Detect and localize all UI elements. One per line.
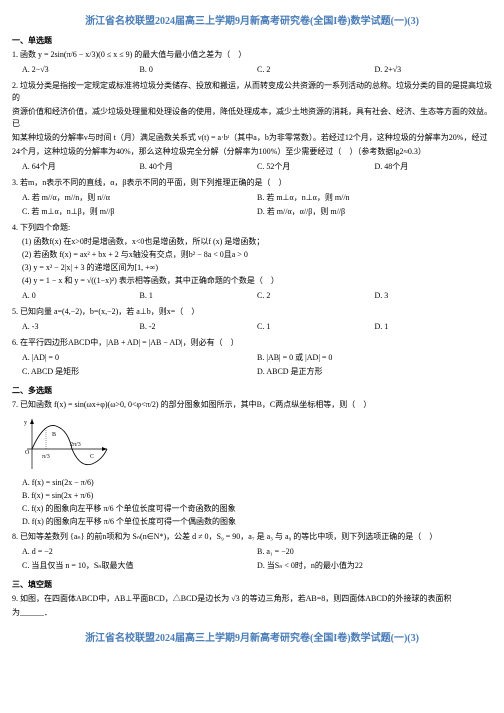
question-2: 2. 垃圾分类是指按一定规定或标准将垃圾分类储存、投放和搬运，从而转变成公共资源… <box>12 80 492 174</box>
q2-stem-l3: 知某种垃圾的分解率ν与时间 t（月）满足函数关系式 ν(t) = a·bᵗ（其中… <box>12 132 492 144</box>
q2-opt-a: A. 64个月 <box>22 160 140 174</box>
q5-opt-b: B. -2 <box>140 320 258 334</box>
q7-opt-c: C. f(x) 的图象向左平移 π/6 个单位长度可得一个奇函数的图象 <box>22 503 492 515</box>
chart-tick-2: 2π/3 <box>70 442 81 448</box>
q6-opt-c: C. ABCD 是矩形 <box>22 365 257 379</box>
q4-i1: (1) 函数f(x) 在x>0时是增函数，x<0也是增函数，所以f (x) 是增… <box>22 236 492 248</box>
q4-opt-b: B. 1 <box>140 289 258 303</box>
q3-stem: 3. 若m，n表示不同的直线，α，β表示不同的平面，则下列推理正确的是（ ） <box>12 177 492 189</box>
q7-chart: O y B C π/3 2π/3 <box>22 414 112 474</box>
chart-point-b: B <box>52 432 56 438</box>
question-7: 7. 已知函数 f(x) = sin(ωx+φ)(ω>0, 0<φ<π/2) 的… <box>12 399 492 528</box>
q2-stem-l1: 2. 垃圾分类是指按一定规定或标准将垃圾分类储存、投放和搬运，从而转变成公共资源… <box>12 80 492 104</box>
chart-y-label: y <box>24 420 27 426</box>
section-fill-blank: 三、填空题 <box>12 579 492 590</box>
q1-opt-a: A. 2−√3 <box>22 63 140 77</box>
q8-opt-a: A. d = −2 <box>22 545 257 559</box>
q8-stem: 8. 已知等差数列 {aₙ} 的前n项和为 Sₙ(n∈N*)，公差 d ≠ 0，… <box>12 531 492 543</box>
q1-opt-b: B. 0 <box>140 63 258 77</box>
q2-opt-d: D. 48个月 <box>375 160 493 174</box>
document-title: 浙江省名校联盟2024届高三上学期9月新高考研究卷(全国I卷)数学试题(一)(3… <box>12 12 492 27</box>
q6-stem: 6. 在平行四边形ABCD中，|AB + AD| = |AB − AD|，则必有… <box>12 337 492 349</box>
q3-opt-b: B. 若 m⊥α，n⊥α，则 m//n <box>257 191 492 205</box>
q4-i4: (4) y = 1 − x 和 y = √((1−x)²) 表示相等函数，其中正… <box>22 275 492 287</box>
q9-stem-l1: 9. 如图，在四面体ABCD中，AB⊥平面BCD，△BCD是边长为 √3 的等边… <box>12 593 492 605</box>
q8-opt-b: B. a₁ = −20 <box>257 545 492 559</box>
q4-opt-d: D. 3 <box>375 289 493 303</box>
q7-opt-d: D. f(x) 的图象向左平移 π/6 个单位长度可得一个偶函数的图象 <box>22 516 492 528</box>
q6-opt-a: A. |AD| = 0 <box>22 351 257 365</box>
q7-stem: 7. 已知函数 f(x) = sin(ωx+φ)(ω>0, 0<φ<π/2) 的… <box>12 399 492 411</box>
q9-stem-l2: 为______． <box>12 607 492 619</box>
q5-stem: 5. 已知向量 a=(4,−2)，b=(x,−2)，若 a⊥b，则x=（ ） <box>12 306 492 318</box>
q5-opt-a: A. -3 <box>22 320 140 334</box>
section-multi-choice: 二、多选题 <box>12 385 492 396</box>
q2-opt-c: C. 52个月 <box>257 160 375 174</box>
q3-opt-c: C. 若 m⊥α，n⊥β，则 m//β <box>22 205 257 219</box>
q7-opt-a: A. f(x) = sin(2x − π/6) <box>22 477 492 489</box>
q4-opt-a: A. 0 <box>22 289 140 303</box>
q1-opt-c: C. 2 <box>257 63 375 77</box>
section-single-choice: 一、单选题 <box>12 35 492 46</box>
q4-opt-c: C. 2 <box>257 289 375 303</box>
question-5: 5. 已知向量 a=(4,−2)，b=(x,−2)，若 a⊥b，则x=（ ） A… <box>12 306 492 334</box>
q2-stem-l4: 24个月，这种垃圾的分解率为40%，那么这种垃圾完全分解（分解率为100%）至少… <box>12 146 492 158</box>
q6-opt-b: B. |AB| = 0 或 |AD| = 0 <box>257 351 492 365</box>
q5-opt-d: D. 1 <box>375 320 493 334</box>
q2-opt-b: B. 40个月 <box>140 160 258 174</box>
q1-stem: 1. 函数 y = 2sin(π/6 − x/3)(0 ≤ x ≤ 9) 的最大… <box>12 49 492 61</box>
footer-title: 浙江省名校联盟2024届高三上学期9月新高考研究卷(全国I卷)数学试题(一)(3… <box>12 629 492 644</box>
chart-point-c: C <box>90 454 94 460</box>
q6-opt-d: D. ABCD 是正方形 <box>257 365 492 379</box>
chart-tick-1: π/3 <box>42 454 50 460</box>
q8-opt-d: D. 当Sₙ < 0时，n的最小值为22 <box>257 559 492 573</box>
q3-opt-a: A. 若 m//α，m//n，则 n//α <box>22 191 257 205</box>
question-1: 1. 函数 y = 2sin(π/6 − x/3)(0 ≤ x ≤ 9) 的最大… <box>12 49 492 77</box>
question-4: 4. 下列四个命题: (1) 函数f(x) 在x>0时是增函数，x<0也是增函数… <box>12 222 492 303</box>
q4-i2: (2) 若函数 f(x) = ax² + bx + 2 与x轴没有交点，则b² … <box>22 249 492 261</box>
question-3: 3. 若m，n表示不同的直线，α，β表示不同的平面，则下列推理正确的是（ ） A… <box>12 177 492 219</box>
chart-origin-label: O <box>25 450 30 456</box>
q4-stem: 4. 下列四个命题: <box>12 222 492 234</box>
question-6: 6. 在平行四边形ABCD中，|AB + AD| = |AB − AD|，则必有… <box>12 337 492 379</box>
q8-opt-c: C. 当且仅当 n = 10，Sₙ取最大值 <box>22 559 257 573</box>
q2-stem-l2: 资源价值和经济价值，减少垃圾处理量和处理设备的使用，降低处理成本，减少土地资源的… <box>12 106 492 130</box>
q1-opt-d: D. 2+√3 <box>375 63 493 77</box>
question-9: 9. 如图，在四面体ABCD中，AB⊥平面BCD，△BCD是边长为 √3 的等边… <box>12 593 492 619</box>
q3-opt-d: D. 若 m//α，α//β，则 m//β <box>257 205 492 219</box>
q7-opt-b: B. f(x) = sin(2x + π/6) <box>22 490 492 502</box>
q4-i3: (3) y = x² − 2|x| + 3 的递增区间为[1, +∞) <box>22 262 492 274</box>
q5-opt-c: C. 1 <box>257 320 375 334</box>
question-8: 8. 已知等差数列 {aₙ} 的前n项和为 Sₙ(n∈N*)，公差 d ≠ 0，… <box>12 531 492 573</box>
